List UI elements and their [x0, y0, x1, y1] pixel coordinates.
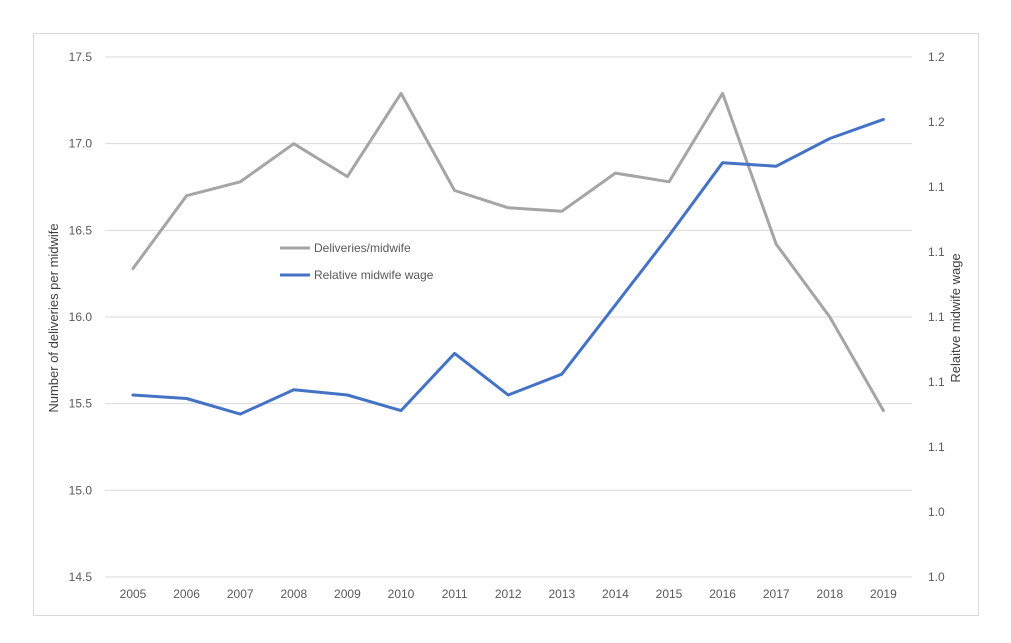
x-tick-label: 2005 — [120, 587, 147, 601]
left-tick-label: 14.5 — [69, 570, 93, 584]
legend: Deliveries/midwife Relative midwife wage — [280, 241, 434, 282]
x-tick-label: 2017 — [763, 587, 790, 601]
right-tick-label: 1.1 — [928, 180, 945, 194]
x-tick-label: 2013 — [548, 587, 575, 601]
right-axis-ticks: 1.0 1.0 1.1 1.1 1.1 1.1 1.1 1.2 1.2 — [928, 50, 945, 584]
series-lines — [131, 91, 885, 416]
right-tick-label: 1.1 — [928, 310, 945, 324]
right-tick-label: 1.1 — [928, 375, 945, 389]
right-tick-label: 1.0 — [928, 570, 945, 584]
x-tick-label: 2015 — [656, 587, 683, 601]
series-line-wage — [131, 117, 885, 416]
left-tick-label: 15.0 — [69, 483, 93, 497]
x-tick-label: 2016 — [709, 587, 736, 601]
left-axis-ticks: 14.5 15.0 15.5 16.0 16.5 17.0 17.5 — [69, 50, 93, 584]
legend-label-deliveries: Deliveries/midwife — [314, 241, 411, 255]
legend-label-wage: Relative midwife wage — [314, 268, 434, 282]
right-tick-label: 1.2 — [928, 50, 945, 64]
chart-frame — [33, 33, 979, 616]
right-tick-label: 1.1 — [928, 440, 945, 454]
x-tick-label: 2010 — [388, 587, 415, 601]
x-tick-label: 2007 — [227, 587, 254, 601]
x-axis-ticks: 2005 2006 2007 2008 2009 2010 2011 2012 2013 2014… — [120, 587, 897, 601]
left-tick-label: 16.0 — [69, 310, 93, 324]
x-tick-label: 2006 — [173, 587, 200, 601]
right-axis-title: Relaitve midwife wage — [948, 253, 963, 382]
left-tick-label: 17.5 — [69, 50, 93, 64]
x-tick-label: 2014 — [602, 587, 629, 601]
right-tick-label: 1.1 — [928, 245, 945, 259]
series-line-deliveries — [131, 91, 885, 413]
gridlines — [105, 56, 912, 578]
right-tick-label: 1.2 — [928, 115, 945, 129]
left-tick-label: 17.0 — [69, 137, 93, 151]
x-tick-label: 2011 — [442, 587, 468, 601]
x-tick-label: 2012 — [495, 587, 522, 601]
left-tick-label: 15.5 — [69, 397, 93, 411]
x-tick-label: 2009 — [334, 587, 361, 601]
x-tick-label: 2008 — [280, 587, 307, 601]
right-tick-label: 1.0 — [928, 505, 945, 519]
left-tick-label: 16.5 — [69, 223, 93, 237]
left-axis-title: Number of deliveries per midwife — [46, 223, 61, 412]
x-tick-label: 2018 — [816, 587, 843, 601]
x-tick-label: 2019 — [870, 587, 897, 601]
